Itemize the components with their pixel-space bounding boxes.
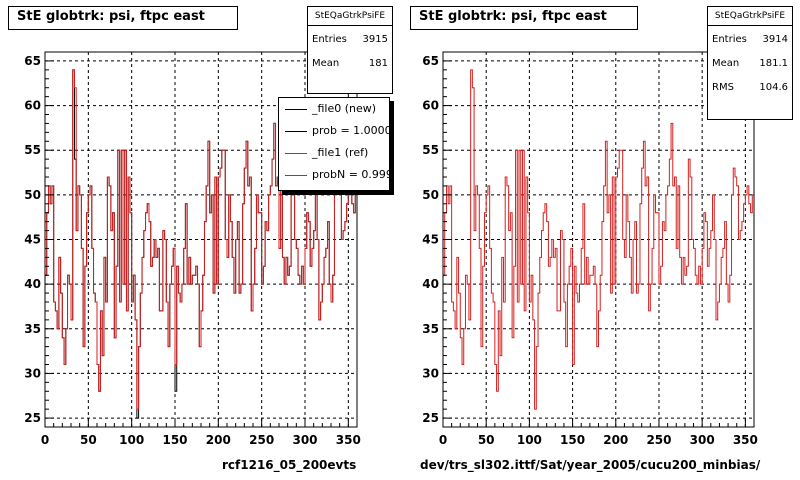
left-ytick-label: 25 xyxy=(24,411,41,425)
right-xtick-label: 250 xyxy=(646,433,671,447)
right-ytick-label: 65 xyxy=(422,54,439,68)
right-series-0-line xyxy=(443,69,754,410)
right-stats-rms-label: RMS xyxy=(712,82,734,93)
right-xtick-label: 150 xyxy=(560,433,585,447)
left-stats-mean-value: 181 xyxy=(368,58,388,69)
left-ytick-label: 65 xyxy=(24,54,41,68)
right-footer-label: dev/trs_sl302.ittf/Sat/year_2005/cucu200… xyxy=(420,458,761,472)
right-xtick-label: 50 xyxy=(478,433,495,447)
left-ytick-label: 50 xyxy=(24,188,41,202)
left-xtick-label: 150 xyxy=(162,433,187,447)
right-stats-name: StEQaGtrkPsiFE xyxy=(708,7,792,26)
right-xtick-label: 100 xyxy=(517,433,542,447)
right-stats-entries-label: Entries xyxy=(712,34,747,45)
right-stats-box: StEQaGtrkPsiFE Entries 3914 Mean 181.1 R… xyxy=(707,6,793,120)
right-stats-rms-value: 104.6 xyxy=(759,82,788,93)
legend-entry-file0: _file0 (new) xyxy=(279,98,389,120)
left-ytick-label: 35 xyxy=(24,322,41,336)
left-ytick-label: 60 xyxy=(24,99,41,113)
legend-label-file0: _file0 (new) xyxy=(312,102,377,115)
left-stats-name: StEQaGtrkPsiFE xyxy=(308,7,392,26)
left-ytick-label: 30 xyxy=(24,366,41,380)
left-stats-mean-label: Mean xyxy=(312,58,340,69)
right-ytick-label: 45 xyxy=(422,233,439,247)
left-chart-title: StE globtrk: psi, ftpc east xyxy=(8,6,238,30)
left-xtick-label: 250 xyxy=(249,433,274,447)
left-xtick-label: 300 xyxy=(292,433,317,447)
right-plot: 0 50 100 150 200 250 300 350 25 30 35 40 45 50 55 60 65 xyxy=(422,51,758,447)
left-series-1-line xyxy=(45,69,357,410)
right-xtick-label: 350 xyxy=(733,433,758,447)
legend-label-prob: prob = 1.000000 xyxy=(312,124,389,137)
legend-entry-prob: prob = 1.000000 xyxy=(279,120,389,142)
left-stats-entries-value: 3915 xyxy=(362,34,388,45)
left-footer-label: rcf1216_05_200evts xyxy=(222,458,357,472)
legend-label-file1: _file1 (ref) xyxy=(312,146,369,159)
left-ytick-label: 55 xyxy=(24,143,41,157)
legend-swatch-file1 xyxy=(285,153,307,154)
legend-label-probn: probN = 0.99995 xyxy=(312,168,389,181)
right-stats-mean-label: Mean xyxy=(712,58,740,69)
right-stats-entries-value: 3914 xyxy=(762,34,788,45)
legend-swatch-probn xyxy=(285,175,307,176)
right-ytick-label: 35 xyxy=(422,322,439,336)
right-ytick-label: 55 xyxy=(422,143,439,157)
left-stats-entries-label: Entries xyxy=(312,34,347,45)
legend-entry-probn: probN = 0.99995 xyxy=(279,164,389,186)
left-legend: _file0 (new) prob = 1.000000 _file1 (ref… xyxy=(278,97,390,191)
legend-swatch-prob xyxy=(285,131,307,132)
right-ytick-label: 50 xyxy=(422,188,439,202)
left-stats-box: StEQaGtrkPsiFE Entries 3915 Mean 181 xyxy=(307,6,393,94)
left-xtick-label: 350 xyxy=(336,433,361,447)
right-ytick-label: 25 xyxy=(422,411,439,425)
right-ytick-label: 60 xyxy=(422,99,439,113)
left-ytick-label: 45 xyxy=(24,233,41,247)
right-xtick-label: 200 xyxy=(603,433,628,447)
left-xtick-label: 0 xyxy=(41,433,49,447)
left-xtick-label: 50 xyxy=(80,433,97,447)
left-xtick-label: 100 xyxy=(119,433,144,447)
right-ytick-label: 30 xyxy=(422,366,439,380)
right-ytick-label: 40 xyxy=(422,277,439,291)
left-xtick-label: 200 xyxy=(206,433,231,447)
right-xtick-label: 300 xyxy=(690,433,715,447)
legend-swatch-file0 xyxy=(285,109,307,110)
right-chart-title: StE globtrk: psi, ftpc east xyxy=(410,6,638,30)
right-xtick-label: 0 xyxy=(439,433,447,447)
left-ytick-label: 40 xyxy=(24,277,41,291)
legend-entry-file1: _file1 (ref) xyxy=(279,142,389,164)
right-stats-mean-value: 181.1 xyxy=(759,58,788,69)
